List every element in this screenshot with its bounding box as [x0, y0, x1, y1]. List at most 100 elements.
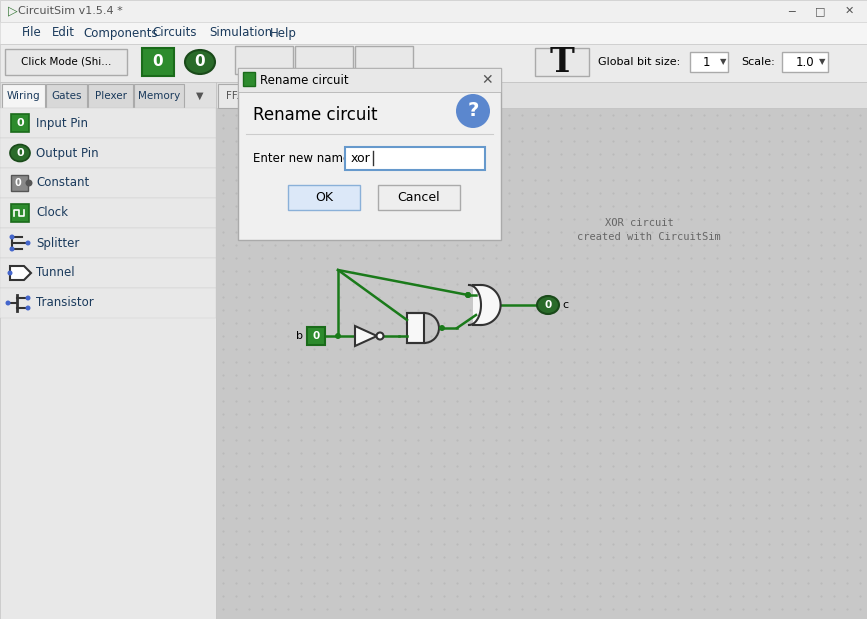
Text: 0: 0 [312, 331, 320, 341]
Bar [134, 84, 184, 108]
Text: Rename circuit: Rename circuit [253, 106, 377, 124]
Circle shape [25, 306, 30, 311]
Bar [238, 68, 501, 240]
Bar [0, 82, 216, 108]
Bar [378, 185, 460, 210]
Text: ✕: ✕ [481, 73, 492, 87]
Bar [0, 288, 216, 318]
Bar [295, 46, 353, 74]
Bar [307, 327, 325, 345]
Bar [535, 48, 589, 76]
Text: 0: 0 [16, 148, 23, 158]
Text: □: □ [815, 6, 825, 16]
Bar [0, 44, 867, 82]
Circle shape [10, 235, 15, 240]
Circle shape [439, 325, 445, 331]
Text: Click Mode (Shi...: Click Mode (Shi... [21, 57, 111, 67]
Circle shape [376, 332, 383, 339]
Text: Edit: Edit [52, 27, 75, 40]
Text: Enter new name:: Enter new name: [253, 152, 355, 165]
Circle shape [465, 292, 471, 298]
Bar [345, 147, 485, 170]
Text: Scale:: Scale: [741, 57, 775, 67]
Bar [216, 108, 867, 619]
Text: ?: ? [467, 102, 479, 121]
Bar [0, 22, 867, 44]
Text: b: b [296, 331, 303, 341]
Bar [218, 84, 268, 108]
Bar [0, 228, 216, 258]
Text: T: T [550, 46, 575, 79]
Text: ─: ─ [787, 6, 794, 16]
Bar [0, 258, 216, 288]
Ellipse shape [185, 50, 215, 74]
Bar [2, 84, 45, 108]
Bar [11, 175, 28, 191]
Text: ▼: ▼ [720, 58, 727, 66]
Text: Simulation: Simulation [209, 27, 272, 40]
Text: c: c [562, 300, 568, 310]
Text: Splitter: Splitter [36, 236, 80, 249]
Text: 0: 0 [15, 178, 22, 188]
Text: created with CircuitSim: created with CircuitSim [577, 232, 720, 242]
Bar [355, 46, 413, 74]
Circle shape [25, 295, 30, 300]
Text: Wiring: Wiring [7, 91, 40, 101]
Text: 0: 0 [195, 54, 205, 69]
Text: Clock: Clock [36, 207, 68, 220]
Ellipse shape [537, 296, 559, 314]
Text: xor: xor [351, 152, 371, 165]
Text: Global bit size:: Global bit size: [598, 57, 681, 67]
Text: 0: 0 [16, 118, 23, 128]
Text: Constant: Constant [36, 176, 89, 189]
Circle shape [10, 246, 15, 251]
Circle shape [8, 271, 12, 275]
Text: Gates: Gates [51, 91, 81, 101]
Bar [88, 84, 133, 108]
Text: 1: 1 [703, 56, 710, 69]
Bar [0, 198, 216, 228]
Text: 0: 0 [544, 300, 551, 310]
Text: Memory: Memory [138, 91, 180, 101]
Text: Tunnel: Tunnel [36, 267, 75, 280]
Text: File: File [22, 27, 42, 40]
Bar [0, 108, 216, 138]
Circle shape [456, 94, 490, 128]
Circle shape [25, 180, 32, 186]
Bar [142, 48, 174, 76]
Text: FF...: FF... [226, 91, 246, 101]
Circle shape [465, 292, 471, 298]
Text: ▼: ▼ [818, 58, 825, 66]
Text: XOR circuit: XOR circuit [605, 218, 674, 228]
Text: Circuits: Circuits [152, 27, 197, 40]
Text: Plexer: Plexer [95, 91, 127, 101]
Bar [782, 52, 828, 72]
Text: Rename circuit: Rename circuit [260, 74, 349, 87]
Polygon shape [473, 285, 500, 325]
Circle shape [5, 300, 10, 306]
Text: Help: Help [270, 27, 297, 40]
Bar [690, 52, 728, 72]
Bar [0, 108, 216, 619]
Text: 1.0: 1.0 [796, 56, 815, 69]
Text: Input Pin: Input Pin [36, 116, 88, 129]
Text: Cancel: Cancel [398, 191, 440, 204]
Polygon shape [10, 266, 31, 280]
Bar [11, 114, 29, 132]
Text: ✕: ✕ [844, 6, 854, 16]
Text: Components: Components [83, 27, 158, 40]
Bar [243, 72, 255, 86]
Circle shape [25, 241, 30, 246]
Bar [288, 185, 360, 210]
Bar [0, 0, 867, 22]
Circle shape [335, 333, 341, 339]
Bar [46, 84, 87, 108]
Bar [11, 204, 29, 222]
Bar [5, 49, 127, 75]
Text: Output Pin: Output Pin [36, 147, 99, 160]
Bar [216, 82, 867, 108]
Bar [238, 68, 501, 92]
Bar [0, 138, 216, 168]
Text: OK: OK [315, 191, 333, 204]
Ellipse shape [10, 144, 30, 162]
